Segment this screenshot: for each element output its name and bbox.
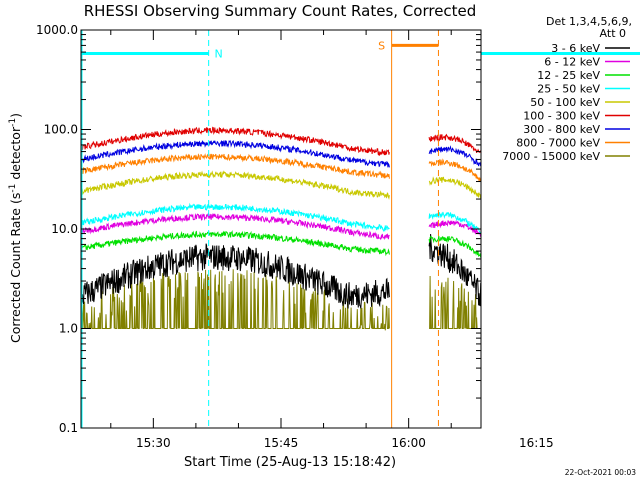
y-axis-label-sup1: -1 — [8, 184, 18, 193]
x-tick-label: 15:45 — [264, 436, 299, 450]
y-tick-label: 10.0 — [51, 222, 78, 236]
series-line-50-100keV — [428, 176, 482, 199]
series-line-7000-15000keV — [80, 269, 390, 331]
x-axis-label: Start Time (25-Aug-13 15:18:42) — [184, 455, 396, 470]
series-line-100-300keV — [80, 126, 390, 157]
legend-label: 300 - 800 keV — [523, 123, 600, 136]
series-line-100-300keV — [428, 133, 482, 153]
series-line-25-50keV — [428, 211, 482, 234]
x-tick-label: 16:15 — [519, 436, 554, 450]
series-line-12-25keV — [428, 235, 482, 258]
flag-label-s: S — [378, 39, 385, 52]
series-line-7000-15000keV — [429, 275, 481, 329]
y-tick-label: 0.1 — [59, 421, 78, 435]
series-line-50-100keV — [80, 170, 390, 200]
legend-label: 25 - 50 keV — [537, 83, 600, 96]
y-axis-label-mid: detector — [8, 126, 23, 184]
series-line-300-800keV — [428, 145, 482, 167]
plot-area: NS — [80, 29, 640, 429]
series-line-25-50keV — [80, 202, 390, 233]
legend-header-line-2: Att 0 — [600, 27, 626, 40]
series-line-3-6keV — [428, 233, 482, 307]
legend-label: 100 - 300 keV — [523, 110, 600, 123]
series-line-3-6keV — [80, 243, 390, 309]
footer-date: 22-Oct-2021 00:03 — [565, 468, 636, 477]
legend-label: 12 - 25 keV — [537, 69, 600, 82]
flag-label-n: N — [215, 48, 223, 61]
legend-label: 3 - 6 keV — [551, 42, 600, 55]
y-axis-label-sup2: -1 — [8, 118, 18, 127]
x-tick-label: 15:30 — [136, 436, 171, 450]
y-tick-label: 1000.0 — [36, 23, 78, 37]
chart-title: RHESSI Observing Summary Count Rates, Co… — [84, 2, 477, 20]
legend-label: 6 - 12 keV — [544, 56, 600, 69]
y-axis: 0.1 1.0 10.0 100.0 1000.0 — [36, 23, 481, 435]
series-line-300-800keV — [80, 139, 390, 168]
series-line-800-7000keV — [80, 153, 390, 179]
y-axis-label: Corrected Count Rate (s-1 detector-1) — [8, 113, 23, 343]
series-layer — [80, 126, 482, 331]
series-line-6-12keV — [80, 212, 390, 241]
legend-label: 50 - 100 keV — [530, 96, 600, 109]
y-axis-label-main: Corrected Count Rate (s — [8, 193, 23, 343]
y-axis-label-end: ) — [8, 113, 23, 118]
series-line-12-25keV — [80, 229, 390, 257]
legend-label: 800 - 7000 keV — [516, 137, 600, 150]
series-line-800-7000keV — [428, 158, 482, 182]
y-tick-label: 1.0 — [59, 322, 78, 336]
y-tick-label: 100.0 — [44, 123, 78, 137]
legend-header-line-1: Det 1,3,4,5,6,9, — [546, 15, 632, 28]
x-tick-label: 16:00 — [391, 436, 426, 450]
legend-label: 7000 - 15000 keV — [502, 150, 600, 163]
